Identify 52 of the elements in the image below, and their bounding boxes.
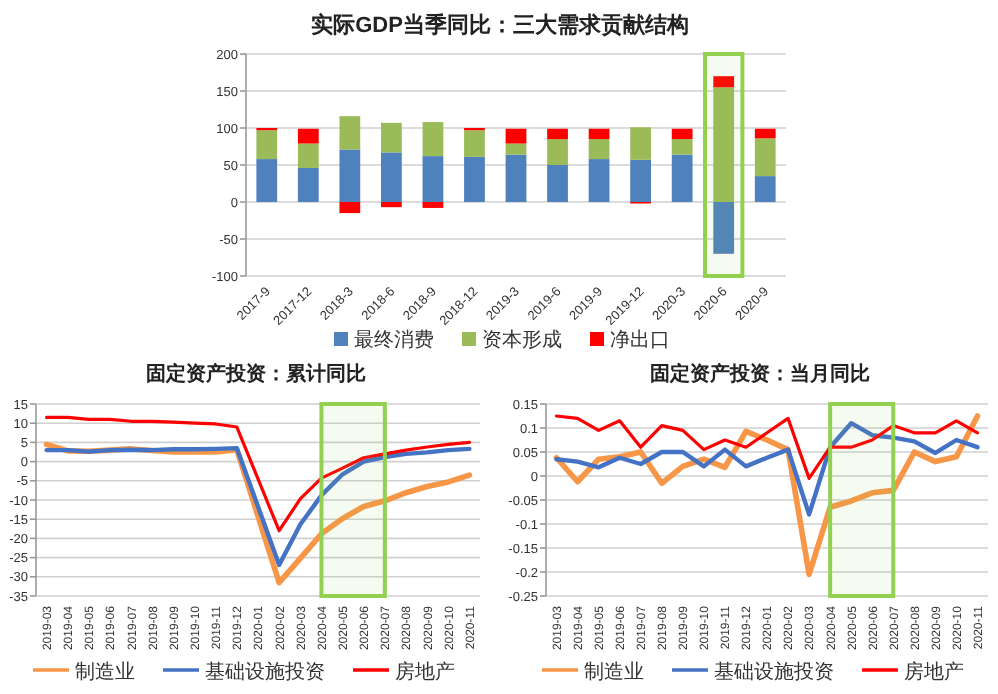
bar	[754, 128, 776, 139]
bar	[422, 202, 444, 208]
bar	[464, 130, 485, 157]
legend-label: 净出口	[610, 328, 670, 352]
bar	[339, 202, 361, 214]
bar	[297, 128, 319, 144]
bar	[547, 139, 568, 165]
bar	[671, 128, 693, 140]
legend-label: 资本形成	[482, 328, 562, 352]
bar	[713, 87, 735, 202]
line-series	[44, 415, 472, 533]
bar	[339, 149, 361, 202]
legend-label: 房地产	[395, 660, 455, 684]
bar	[505, 154, 527, 202]
bar	[754, 138, 776, 177]
legend-label: 制造业	[75, 660, 135, 684]
bar	[339, 116, 361, 150]
bar	[297, 143, 319, 168]
bar	[671, 154, 693, 202]
bar	[297, 167, 319, 202]
bar	[713, 202, 735, 254]
bar	[381, 152, 402, 202]
bar	[630, 159, 651, 202]
chart-title: 实际GDP当季同比：三大需求贡献结构	[311, 12, 689, 38]
bar	[381, 202, 402, 208]
legend-label: 基础设施投资	[714, 660, 834, 684]
bar	[381, 122, 402, 153]
bar	[256, 130, 278, 160]
bar	[422, 156, 444, 202]
bar	[588, 139, 610, 160]
chart-title: 固定资产投资：当月同比	[650, 362, 870, 386]
line-series	[44, 445, 472, 568]
legend-label: 最终消费	[354, 328, 434, 352]
legend-label: 基础设施投资	[205, 660, 325, 684]
chart-title: 固定资产投资：累计同比	[146, 362, 366, 386]
bar	[464, 156, 485, 202]
line-series	[554, 414, 980, 480]
bar	[256, 159, 278, 202]
legend-label: 房地产	[904, 660, 964, 684]
legend-label: 制造业	[584, 660, 644, 684]
bar	[588, 128, 610, 140]
bar	[630, 127, 651, 160]
bar	[588, 159, 610, 202]
bar	[547, 128, 568, 140]
bar	[754, 176, 776, 202]
bar	[713, 76, 735, 88]
bar	[547, 165, 568, 202]
bar	[422, 122, 444, 157]
bar	[505, 128, 527, 144]
bar	[505, 143, 527, 155]
line-series	[554, 421, 980, 517]
bar	[671, 139, 693, 155]
